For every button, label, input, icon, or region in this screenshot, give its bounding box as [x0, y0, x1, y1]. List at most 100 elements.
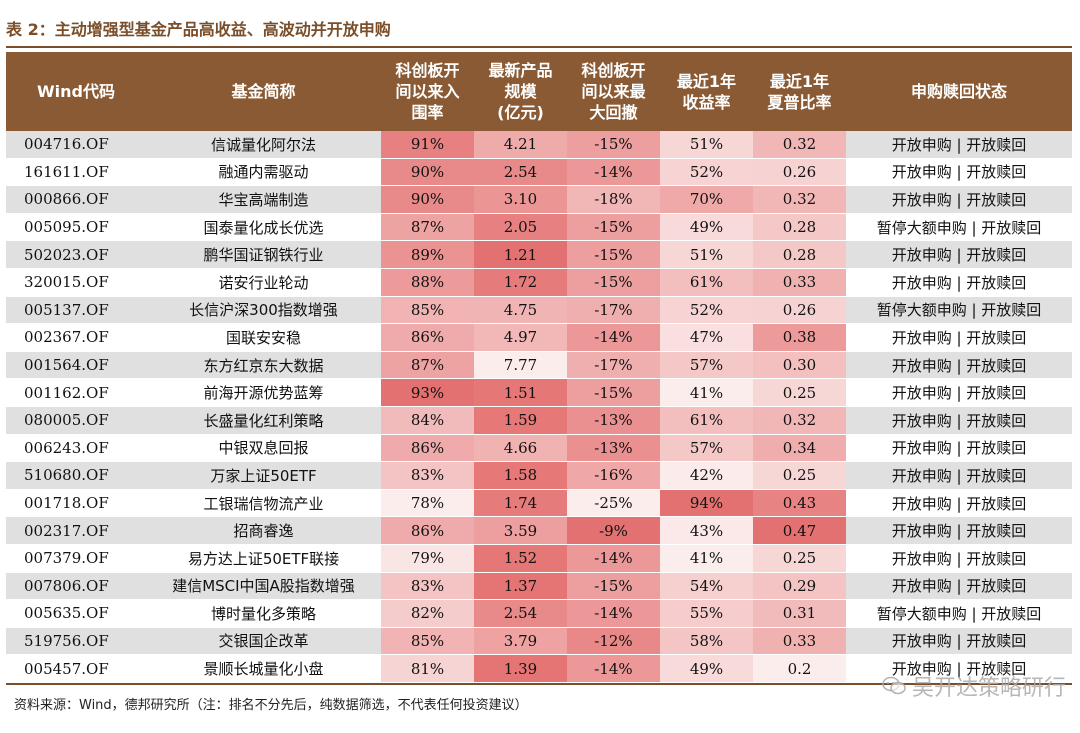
cell-status: 开放申购 | 开放赎回 — [846, 379, 1072, 407]
cell-max-drawdown: -14% — [567, 655, 660, 683]
header-line: 夏普比率 — [767, 92, 832, 112]
bottom-rule — [6, 683, 1072, 685]
cell-fund-name: 招商睿逸 — [146, 517, 381, 545]
cell-1y-return: 57% — [660, 351, 753, 380]
cell-fund-name: 信诚量化阿尔法 — [146, 131, 381, 159]
cell-1y-return: 61% — [660, 268, 753, 297]
cell-fund-size: 1.21 — [474, 241, 567, 269]
table-row: 161611.OF 融通内需驱动 90% 2.54 -14% 52% 0.26 开放申购 | … — [6, 158, 1072, 187]
cell-fund-size: 3.79 — [474, 627, 567, 656]
table-row: 002317.OF 招商睿逸 86% 3.59 -9% 43% 0.47 开放申购 | 开放赎… — [6, 517, 1072, 545]
table-row: 007379.OF 易方达上证50ETF联接 79% 1.52 -14% 41% 0.25 开… — [6, 544, 1072, 573]
cell-fund-size: 4.21 — [474, 131, 567, 159]
cell-status: 开放申购 | 开放赎回 — [846, 268, 1072, 297]
header-wind-code: Wind代码 — [6, 52, 146, 131]
cell-1y-sharpe: 0.28 — [753, 241, 846, 269]
cell-fund-name: 工银瑞信物流产业 — [146, 489, 381, 518]
cell-1y-return: 43% — [660, 517, 753, 545]
table-row: 502023.OF 鹏华国证钢铁行业 89% 1.21 -15% 51% 0.28 开放申购 … — [6, 241, 1072, 269]
cell-hit-rate: 93% — [381, 379, 474, 407]
table-body: 004716.OF 信诚量化阿尔法 91% 4.21 -15% 51% 0.32 开放申购 |… — [6, 131, 1072, 683]
cell-wind-code: 519756.OF — [6, 627, 146, 656]
cell-fund-name: 长信沪深300指数增强 — [146, 296, 381, 325]
cell-max-drawdown: -17% — [567, 351, 660, 380]
cell-1y-return: 57% — [660, 434, 753, 463]
cell-1y-sharpe: 0.30 — [753, 351, 846, 380]
cell-hit-rate: 88% — [381, 268, 474, 297]
header-line: 科创板开 — [395, 61, 460, 80]
header-hit-rate: 科创板开 间以来入 围率 — [381, 52, 474, 131]
cell-hit-rate: 78% — [381, 489, 474, 518]
cell-1y-sharpe: 0.31 — [753, 600, 846, 628]
header-line: 最近1年 — [769, 71, 830, 91]
table-row: 005635.OF 博时量化多策略 82% 2.54 -14% 55% 0.31 暂停大额申购… — [6, 600, 1072, 628]
header-1y-return: 最近1年 收益率 — [660, 52, 753, 131]
cell-status: 暂停大额申购 | 开放赎回 — [846, 213, 1072, 242]
cell-1y-return: 70% — [660, 186, 753, 214]
cell-1y-return: 52% — [660, 158, 753, 187]
cell-fund-name: 万家上证50ETF — [146, 462, 381, 490]
cell-status: 开放申购 | 开放赎回 — [846, 241, 1072, 269]
cell-fund-name: 长盛量化红利策略 — [146, 406, 381, 435]
header-line: Wind代码 — [37, 82, 115, 101]
cell-wind-code: 007379.OF — [6, 544, 146, 573]
cell-status: 开放申购 | 开放赎回 — [846, 186, 1072, 214]
cell-1y-return: 49% — [660, 655, 753, 683]
cell-wind-code: 007806.OF — [6, 572, 146, 601]
cell-status: 开放申购 | 开放赎回 — [846, 627, 1072, 656]
table-row: 001564.OF 东方红京东大数据 87% 7.77 -17% 57% 0.30 开放申购 … — [6, 351, 1072, 380]
cell-status: 开放申购 | 开放赎回 — [846, 158, 1072, 187]
cell-max-drawdown: -15% — [567, 241, 660, 269]
cell-1y-return: 61% — [660, 406, 753, 435]
cell-1y-return: 52% — [660, 296, 753, 325]
source-note: 资料来源：Wind，德邦研究所（注：排名不分先后，纯数据筛选，不代表任何投资建议… — [14, 698, 528, 713]
cell-hit-rate: 81% — [381, 655, 474, 683]
watermark-text: 吴开达策略研行 — [911, 676, 1066, 701]
cell-1y-sharpe: 0.47 — [753, 517, 846, 545]
cell-max-drawdown: -15% — [567, 213, 660, 242]
cell-max-drawdown: -16% — [567, 462, 660, 490]
cell-1y-sharpe: 0.43 — [753, 489, 846, 518]
cell-max-drawdown: -15% — [567, 379, 660, 407]
cell-1y-sharpe: 0.2 — [753, 655, 846, 683]
cell-wind-code: 320015.OF — [6, 268, 146, 297]
table-row: 000866.OF 华宝高端制造 90% 3.10 -18% 70% 0.32 开放申购 | … — [6, 186, 1072, 214]
cell-max-drawdown: -15% — [567, 131, 660, 159]
top-rule — [6, 46, 1072, 48]
cell-status: 开放申购 | 开放赎回 — [846, 544, 1072, 573]
cell-hit-rate: 85% — [381, 296, 474, 325]
cell-hit-rate: 90% — [381, 186, 474, 214]
cell-1y-sharpe: 0.38 — [753, 324, 846, 352]
cell-hit-rate: 91% — [381, 131, 474, 159]
cell-fund-size: 3.10 — [474, 186, 567, 214]
cell-1y-return: 42% — [660, 462, 753, 490]
cell-fund-name: 前海开源优势蓝筹 — [146, 379, 381, 407]
header-line: 基金简称 — [231, 82, 296, 101]
cell-wind-code: 004716.OF — [6, 131, 146, 159]
cell-1y-return: 58% — [660, 627, 753, 656]
cell-status: 开放申购 | 开放赎回 — [846, 434, 1072, 463]
cell-max-drawdown: -14% — [567, 600, 660, 628]
cell-1y-sharpe: 0.25 — [753, 379, 846, 407]
cell-hit-rate: 86% — [381, 434, 474, 463]
header-max-drawdown: 科创板开 间以来最 大回撤 — [567, 52, 660, 131]
header-line: 收益率 — [682, 92, 731, 112]
header-line: 大回撤 — [589, 103, 638, 122]
header-line: 申购赎回状态 — [910, 82, 1007, 101]
cell-wind-code: 001718.OF — [6, 489, 146, 518]
cell-1y-sharpe: 0.33 — [753, 627, 846, 656]
cell-status: 暂停大额申购 | 开放赎回 — [846, 600, 1072, 628]
cell-wind-code: 005137.OF — [6, 296, 146, 325]
cell-wind-code: 002367.OF — [6, 324, 146, 352]
cell-wind-code: 006243.OF — [6, 434, 146, 463]
cell-wind-code: 002317.OF — [6, 517, 146, 545]
cell-max-drawdown: -14% — [567, 158, 660, 187]
cell-status: 开放申购 | 开放赎回 — [846, 489, 1072, 518]
cell-fund-size: 1.59 — [474, 406, 567, 435]
header-row: Wind代码 基金简称 科创板开 间以来入 围率 最新产品 规模 (亿元) 科创板开 间以来最 大回… — [6, 52, 1072, 131]
cell-wind-code: 502023.OF — [6, 241, 146, 269]
cell-max-drawdown: -9% — [567, 517, 660, 545]
header-line: 围率 — [411, 103, 444, 122]
header-line: 最近1年 — [676, 71, 737, 91]
cell-hit-rate: 79% — [381, 544, 474, 573]
